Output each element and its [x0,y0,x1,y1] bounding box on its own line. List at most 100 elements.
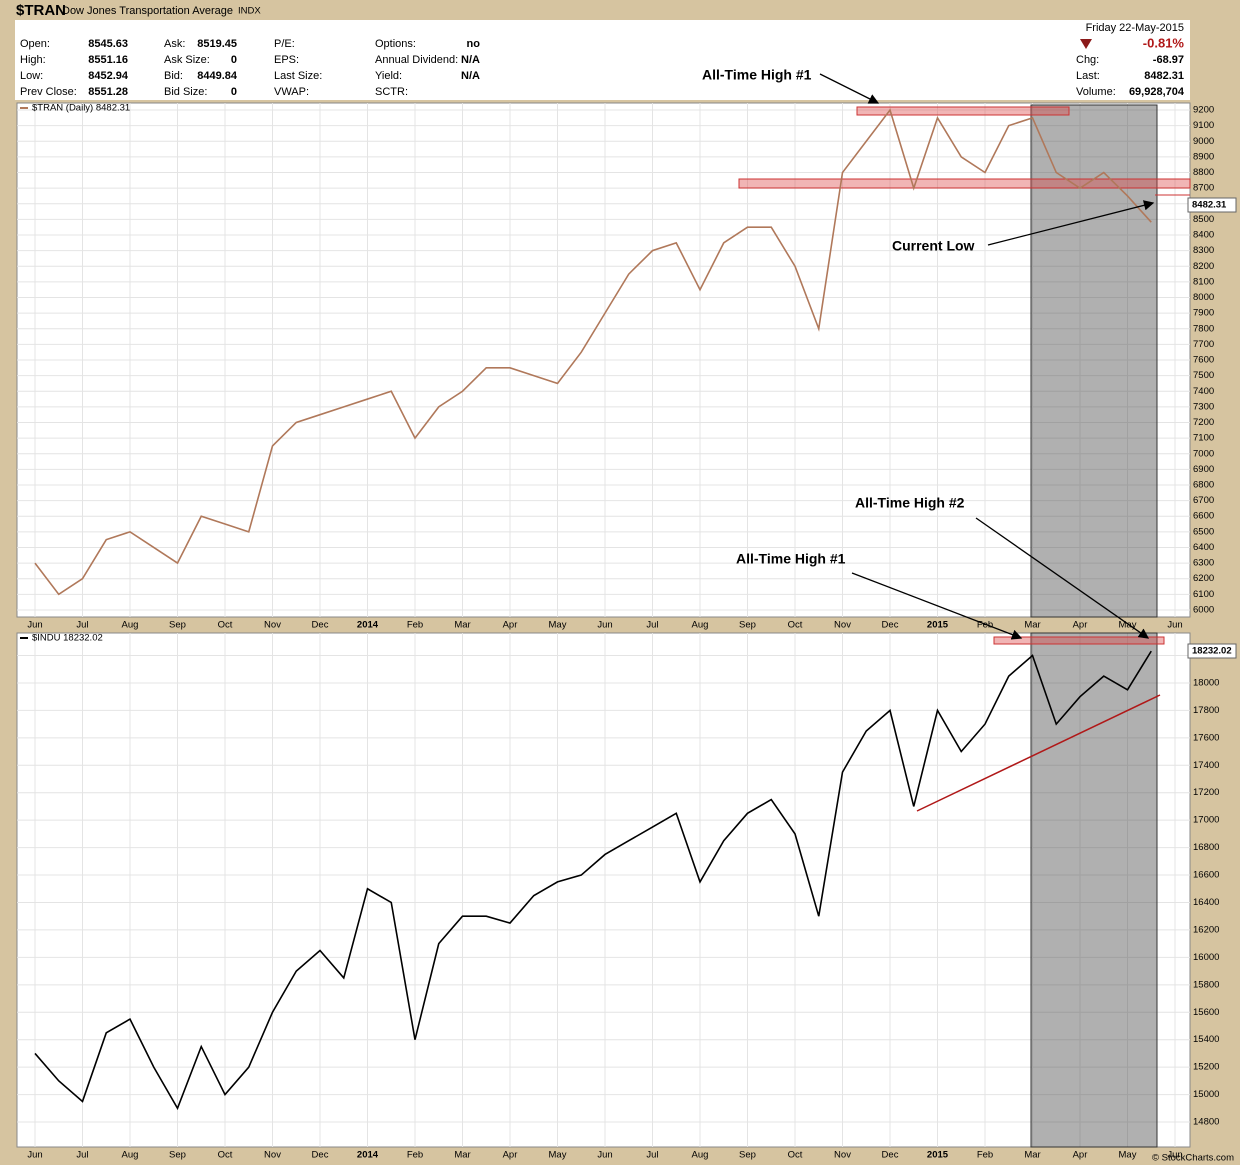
field-value: no [467,38,481,50]
last-value-box [1187,197,1237,213]
x-tick-label: Jul [646,1150,658,1161]
y-tick-label: 8200 [1193,261,1214,272]
y-tick-label: 8500 [1193,214,1214,225]
x-tick-label: Apr [503,620,518,631]
y-tick-label: 7000 [1193,448,1214,459]
x-tick-label: Oct [218,1150,233,1161]
y-tick-label: 6800 [1193,480,1214,491]
y-tick-label: 8100 [1193,276,1214,287]
x-tick-label: Apr [1073,620,1088,631]
field-label: VWAP: [274,86,309,98]
legend: $INDU 18232.02 [32,633,103,644]
x-tick-label: Jun [597,1150,612,1161]
field-label: Prev Close: [20,86,77,98]
y-tick-label: 6300 [1193,558,1214,569]
x-tick-label: Oct [788,1150,803,1161]
date: Friday 22-May-2015 [1086,22,1184,34]
x-tick-label: May [1119,620,1137,631]
x-tick-label: Jun [1167,620,1182,631]
field-value: 8519.45 [197,38,237,50]
field-label: Volume: [1076,86,1116,98]
field-label: Last: [1076,70,1100,82]
annotation-arrow [987,200,1155,246]
x-tick-label: Sep [169,620,186,631]
x-tick-label: Jun [597,620,612,631]
header-panel [15,20,1190,100]
y-tick-label: 16800 [1193,842,1219,853]
y-tick-label: 16000 [1193,952,1219,963]
x-tick-label: Aug [122,1150,139,1161]
y-tick-label: 7600 [1193,355,1214,366]
y-tick-label: 7700 [1193,339,1214,350]
y-tick-label: 9200 [1193,105,1214,116]
last-value-label: 18232.02 [1192,646,1232,657]
x-tick-label: May [1119,1150,1137,1161]
annotation-arrow [851,572,1023,640]
price-line [34,108,1152,596]
y-tick-label: 8800 [1193,167,1214,178]
field-label: EPS: [274,54,299,66]
field-label: Low: [20,70,43,82]
y-tick-label: 6500 [1193,526,1214,537]
x-tick-label: 2015 [927,620,949,631]
field-value: 8551.16 [88,54,128,66]
x-tick-label: Feb [407,620,423,631]
y-tick-label: 15600 [1193,1007,1219,1018]
y-tick-label: 7800 [1193,323,1214,334]
field-label: High: [20,54,46,66]
x-tick-label: Feb [977,1150,993,1161]
price-line [34,650,1152,1111]
y-tick-label: 16400 [1193,897,1219,908]
y-tick-label: 17600 [1193,732,1219,743]
highlight-region [1030,104,1158,618]
x-tick-label: Sep [739,620,756,631]
symbol-name: Dow Jones Transportation Average [62,5,233,17]
y-tick-label: 8900 [1193,151,1214,162]
field-label: Chg: [1076,54,1099,66]
x-tick-label: May [549,620,567,631]
x-tick-label: 2015 [927,1150,949,1161]
y-tick-label: 6600 [1193,511,1214,522]
x-tick-label: Oct [788,620,803,631]
last-value-box [1187,643,1237,659]
x-tick-label: Jul [76,620,88,631]
field-value: 0 [231,54,237,66]
y-tick-label: 18000 [1193,677,1219,688]
x-tick-label: Jun [1167,1150,1182,1161]
field-value: N/A [461,70,480,82]
annotation: All-Time High #1 [736,551,846,567]
y-tick-label: 6700 [1193,495,1214,506]
y-tick-label: 15400 [1193,1034,1219,1045]
x-tick-label: Aug [692,620,709,631]
copyright: © StockCharts.com [1152,1153,1234,1164]
annotation: All-Time High #2 [855,495,965,511]
x-tick-label: Jul [646,620,658,631]
field-value: 69,928,704 [1129,86,1185,98]
x-tick-label: Mar [1024,620,1040,631]
y-tick-label: 17200 [1193,787,1219,798]
y-tick-label: 16200 [1193,924,1219,935]
field-label: Ask: [164,38,185,50]
y-tick-label: 15000 [1193,1089,1219,1100]
y-tick-label: 6100 [1193,589,1214,600]
y-tick-label: 14800 [1193,1117,1219,1128]
y-tick-label: 6200 [1193,573,1214,584]
resistance-band [738,178,1191,189]
y-tick-label: 7100 [1193,433,1214,444]
resistance-band [856,106,1070,116]
x-tick-label: Feb [977,620,993,631]
x-tick-label: May [549,1150,567,1161]
y-tick-label: 15800 [1193,979,1219,990]
annotation-arrow [819,73,880,104]
field-label: SCTR: [375,86,408,98]
field-value: 8551.28 [88,86,128,98]
x-tick-label: Dec [882,1150,899,1161]
x-tick-label: Apr [1073,1150,1088,1161]
legend: $TRAN (Daily) 8482.31 [32,103,130,114]
x-tick-label: Dec [312,1150,329,1161]
y-tick-label: 6900 [1193,464,1214,475]
trend-line [916,694,1161,812]
y-tick-label: 8300 [1193,245,1214,256]
